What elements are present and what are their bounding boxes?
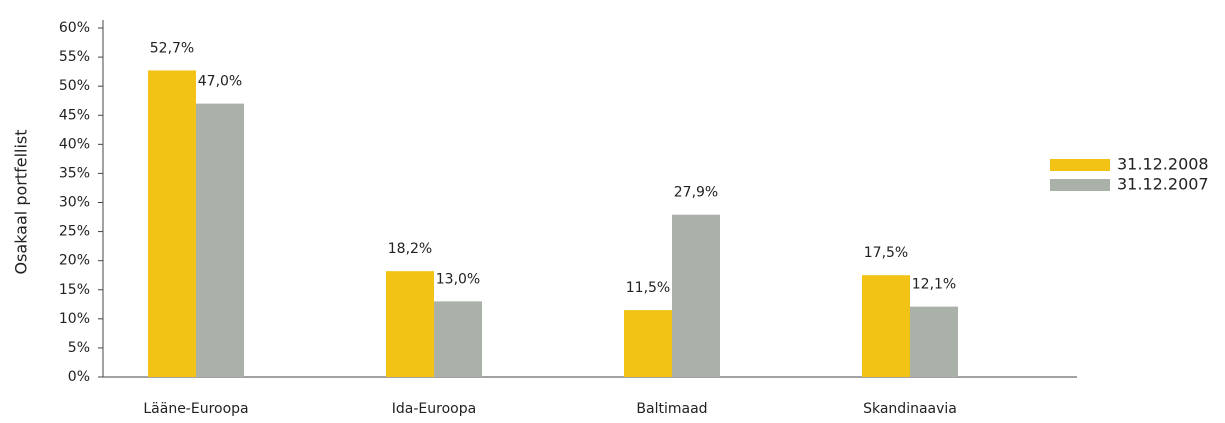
y-tick-label: 35% xyxy=(59,165,90,181)
y-tick-label: 55% xyxy=(59,49,90,65)
bar xyxy=(862,275,910,377)
bar xyxy=(196,103,244,377)
x-tick-label: Ida-Euroopa xyxy=(392,401,476,417)
value-label: 12,1% xyxy=(912,277,956,293)
bar xyxy=(910,306,958,377)
legend-swatch xyxy=(1050,179,1110,191)
bar xyxy=(672,214,720,377)
y-tick-label: 40% xyxy=(59,136,90,152)
value-label: 27,9% xyxy=(674,185,718,201)
legend-label: 31.12.2008 xyxy=(1117,155,1209,174)
y-tick-label: 0% xyxy=(68,369,90,385)
bar xyxy=(386,271,434,377)
value-label: 13,0% xyxy=(436,271,480,287)
value-label: 47,0% xyxy=(198,74,242,90)
bar xyxy=(434,301,482,377)
y-tick-label: 50% xyxy=(59,78,90,94)
bar xyxy=(624,310,672,377)
y-tick-label: 20% xyxy=(59,253,90,269)
legend-swatch xyxy=(1050,159,1110,171)
y-axis-label: Osakaal portfellist xyxy=(12,129,31,274)
y-tick-label: 5% xyxy=(68,340,90,356)
y-tick-label: 60% xyxy=(59,20,90,36)
y-tick-label: 10% xyxy=(59,311,90,327)
value-label: 17,5% xyxy=(864,245,908,261)
value-label: 11,5% xyxy=(626,280,670,296)
legend-label: 31.12.2007 xyxy=(1117,175,1209,194)
value-label: 18,2% xyxy=(388,241,432,257)
y-tick-label: 15% xyxy=(59,282,90,298)
x-tick-label: Skandinaavia xyxy=(863,401,957,417)
y-tick-label: 30% xyxy=(59,195,90,211)
value-label: 52,7% xyxy=(150,40,194,56)
y-tick-label: 25% xyxy=(59,224,90,240)
y-tick-label: 45% xyxy=(59,107,90,123)
bar xyxy=(148,70,196,377)
x-tick-label: Lääne-Euroopa xyxy=(143,401,248,417)
x-tick-label: Baltimaad xyxy=(636,401,707,417)
